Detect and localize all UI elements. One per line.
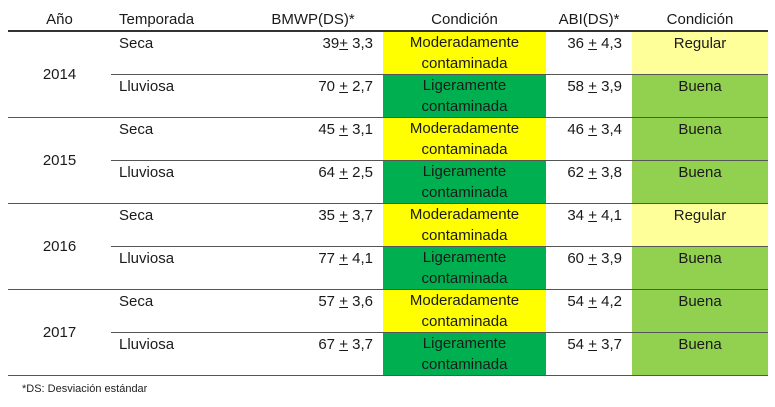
abi-condition-cell: Buena [632,74,768,118]
bmwp-cell: 45 + 3,1 [243,117,383,161]
bmwp-condition-cell: Ligeramente contaminada [383,74,546,118]
table-row: 2015 Seca 45 + 3,1 Moderadamente contami… [8,117,768,204]
abi-cell: 54 + 4,2 [546,289,632,333]
header-abi-condition: Condición [632,8,768,32]
season-cell: Lluviosa [111,246,243,290]
bmwp-cell: 35 + 3,7 [243,203,383,247]
season-cell: Lluviosa [111,74,243,118]
table-row: Lluviosa 70 + 2,7 Ligeramente contaminad… [8,74,768,118]
results-table: Año Temporada BMWP(DS)* Condición ABI(DS… [8,8,768,376]
bmwp-cell: 57 + 3,6 [243,289,383,333]
abi-cell: 60 + 3,9 [546,246,632,290]
bmwp-cell: 77 + 4,1 [243,246,383,290]
header-year: Año [8,8,111,32]
header-bmwp: BMWP(DS)* [243,8,383,32]
abi-condition-cell: Buena [632,332,768,376]
year-cell: 2017 [8,289,111,376]
bmwp-cell: 64 + 2,5 [243,160,383,204]
season-cell: Lluviosa [111,332,243,376]
abi-condition-cell: Buena [632,160,768,204]
abi-cell: 54 + 3,7 [546,332,632,376]
table-row: Lluviosa 67 + 3,7 Ligeramente contaminad… [8,332,768,376]
table-row: 2014 Seca 39+ 3,3 Moderadamente contamin… [8,31,768,118]
header-abi: ABI(DS)* [546,8,632,32]
header-row: Año Temporada BMWP(DS)* Condición ABI(DS… [8,8,768,32]
table-row: 2017 Seca 57 + 3,6 Moderadamente contami… [8,289,768,376]
abi-condition-cell: Buena [632,246,768,290]
bmwp-cell: 39+ 3,3 [243,31,383,75]
abi-cell: 58 + 3,9 [546,74,632,118]
abi-condition-cell: Buena [632,289,768,333]
table-row: Lluviosa 77 + 4,1 Ligeramente contaminad… [8,246,768,290]
season-cell: Seca [111,203,243,247]
bmwp-cell: 67 + 3,7 [243,332,383,376]
abi-condition-cell: Regular [632,31,768,75]
year-cell: 2015 [8,117,111,204]
bmwp-condition-cell: Ligeramente contaminada [383,160,546,204]
bmwp-condition-cell: Ligeramente contaminada [383,246,546,290]
table-row: Lluviosa 64 + 2,5 Ligeramente contaminad… [8,160,768,204]
footnote: *DS: Desviación estándar [22,383,148,395]
abi-condition-cell: Regular [632,203,768,247]
season-cell: Seca [111,31,243,75]
abi-cell: 46 + 3,4 [546,117,632,161]
season-cell: Seca [111,289,243,333]
bmwp-condition-cell: Moderadamente contaminada [383,117,546,161]
season-cell: Seca [111,117,243,161]
table-row: 2016 Seca 35 + 3,7 Moderadamente contami… [8,203,768,290]
abi-cell: 62 + 3,8 [546,160,632,204]
bmwp-condition-cell: Moderadamente contaminada [383,289,546,333]
abi-cell: 34 + 4,1 [546,203,632,247]
abi-condition-cell: Buena [632,117,768,161]
header-bmwp-condition: Condición [383,8,546,32]
season-cell: Lluviosa [111,160,243,204]
bmwp-cell: 70 + 2,7 [243,74,383,118]
abi-cell: 36 + 4,3 [546,31,632,75]
bmwp-condition-cell: Moderadamente contaminada [383,203,546,247]
year-cell: 2014 [8,31,111,118]
header-season: Temporada [111,8,243,32]
bmwp-condition-cell: Ligeramente contaminada [383,332,546,376]
year-cell: 2016 [8,203,111,290]
bmwp-condition-cell: Moderadamente contaminada [383,31,546,75]
